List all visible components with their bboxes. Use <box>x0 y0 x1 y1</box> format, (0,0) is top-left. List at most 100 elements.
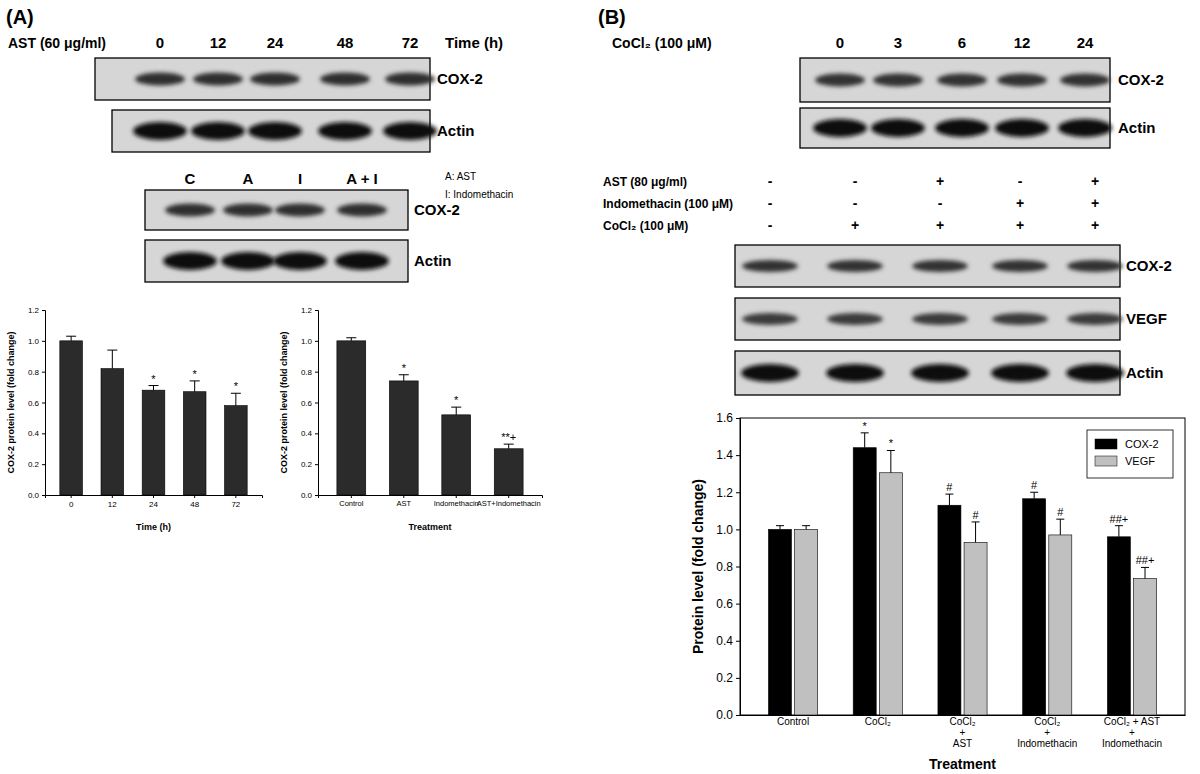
x-tick: 24 <box>149 495 158 509</box>
y-tick-mark <box>315 372 318 373</box>
y-tick: 0.4 <box>28 429 45 438</box>
y-tick: 0.8 <box>28 368 45 377</box>
blot-band <box>385 73 435 86</box>
x-tick-label: 72 <box>231 500 240 509</box>
y-tick: 1.0 <box>716 523 740 537</box>
error-line <box>864 433 865 448</box>
y-tick: 0.0 <box>28 491 45 500</box>
y-axis-line <box>42 311 46 496</box>
significance-label: # <box>946 481 953 493</box>
x-tick-mark <box>456 495 457 498</box>
y-tick-label: 1.0 <box>716 523 733 537</box>
blot-band <box>221 252 275 270</box>
x-tick-mark <box>403 495 404 498</box>
y-tick: 0.8 <box>301 368 318 377</box>
blot-band <box>813 119 867 137</box>
error-cap <box>451 407 461 408</box>
y-tick-label: 1.0 <box>301 337 313 346</box>
error-line <box>456 407 457 415</box>
error-line <box>1145 567 1146 578</box>
blot-band <box>742 313 798 325</box>
error-bar <box>231 393 241 405</box>
x-axis-line <box>319 496 543 499</box>
x-tick-label: 48 <box>190 500 199 509</box>
y-axis-line <box>315 311 319 496</box>
x-tick-mark <box>508 495 509 498</box>
x-axis: 012244872 <box>46 495 263 509</box>
y-tick-mark <box>736 567 740 568</box>
bar <box>879 473 902 715</box>
y-axis-line <box>736 419 741 716</box>
x-tick: CoCl₂ <box>865 715 891 727</box>
error-bar <box>1030 492 1038 498</box>
x-tick-mark <box>112 495 113 498</box>
error-bar <box>1115 526 1123 537</box>
y-tick-label: 1.4 <box>716 448 733 462</box>
condition-sign: + <box>1091 195 1099 211</box>
bar <box>1134 579 1157 715</box>
error-line <box>403 375 404 381</box>
y-tick-mark <box>42 464 45 465</box>
blot-band <box>1066 364 1124 382</box>
error-bar <box>346 338 356 341</box>
x-axis: ControlCoCl₂CoCl₂+ASTCoCl₂+IndomethacinC… <box>741 715 1186 749</box>
error-line <box>779 526 780 530</box>
blot-band <box>991 364 1049 382</box>
blot-frame <box>735 351 1120 395</box>
lane-label: 12 <box>210 34 227 51</box>
y-axis: 0.00.20.40.60.81.01.21.41.6 <box>716 411 740 722</box>
bar <box>142 390 165 495</box>
y-tick: 0.6 <box>301 399 318 408</box>
blot-frame <box>112 110 430 152</box>
significance-label: ##+ <box>1110 513 1129 525</box>
x-tick: CoCl₂ + AST+Indomethacin <box>1102 715 1162 749</box>
y-tick-label: 0.4 <box>28 429 40 438</box>
blot-band <box>741 364 799 382</box>
blot-frame <box>145 190 408 230</box>
blot-band <box>1067 313 1123 325</box>
blot-band <box>992 260 1048 272</box>
y-tick-label: 0.6 <box>28 399 40 408</box>
blot-band <box>827 313 883 325</box>
significance-label: * <box>151 373 156 385</box>
blot-row <box>800 58 1110 102</box>
blot-band <box>248 122 302 140</box>
error-cap <box>66 336 76 337</box>
blot-row <box>735 351 1124 395</box>
lane-label: 72 <box>402 34 419 51</box>
x-tick-label: CoCl₂ + AST+Indomethacin <box>1102 716 1162 749</box>
blot-label: COX-2 <box>1126 257 1172 274</box>
lane-label: 3 <box>894 34 902 51</box>
x-tick: 72 <box>231 495 240 509</box>
legend: COX-2VEGF <box>1087 430 1173 478</box>
blot-band <box>275 204 325 217</box>
condition-sign: + <box>1091 217 1099 233</box>
blot-band <box>826 364 884 382</box>
x-tick: Control <box>339 495 364 508</box>
error-line <box>112 350 113 369</box>
lane-label: 24 <box>267 34 284 51</box>
bar <box>768 529 791 715</box>
lane-label: 12 <box>1014 34 1031 51</box>
legend-label: VEGF <box>1125 455 1155 467</box>
blot-row <box>95 58 435 100</box>
x-tick: AST <box>396 495 411 508</box>
lane-label: A <box>243 170 254 187</box>
bar <box>389 381 418 495</box>
x-axis: ControlASTIndomethacinAST+Indomethacin <box>319 495 543 508</box>
x-axis-title: Time (h) <box>136 522 171 532</box>
error-line <box>806 526 807 530</box>
blot-band <box>815 74 865 87</box>
significance-label: # <box>973 509 980 521</box>
error-cap <box>776 525 784 526</box>
y-tick-mark <box>736 529 740 530</box>
lane-label: 0 <box>156 34 164 51</box>
y-tick: 0.0 <box>716 708 740 722</box>
blot-band <box>191 122 245 140</box>
x-axis-line <box>46 496 263 499</box>
blot-row <box>800 108 1112 148</box>
blot-band <box>1067 260 1123 272</box>
x-tick-label: 12 <box>108 500 117 509</box>
condition-sign: - <box>938 195 943 211</box>
blot-row <box>112 110 437 152</box>
